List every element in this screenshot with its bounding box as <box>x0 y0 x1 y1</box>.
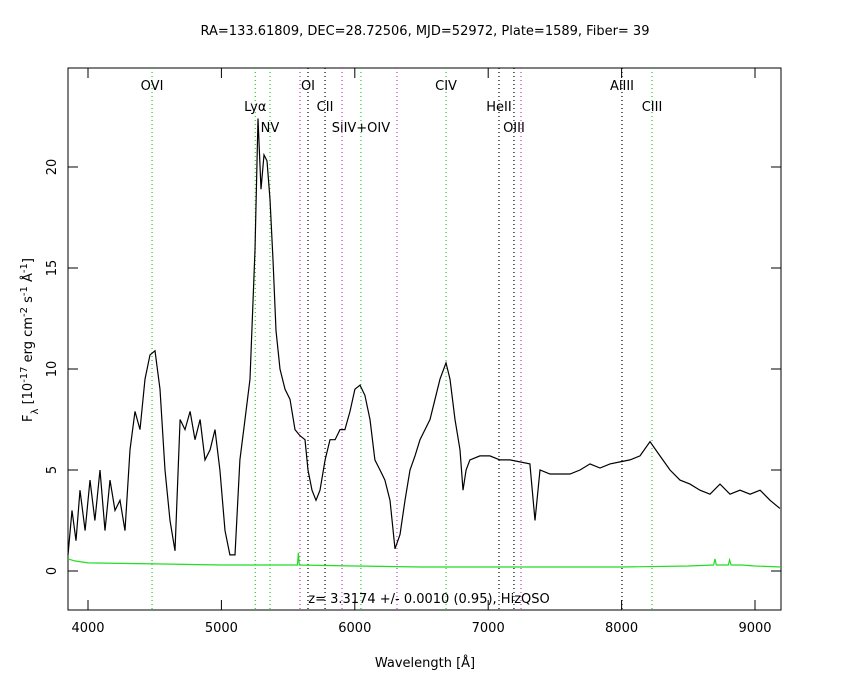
y-axis-label-part: λ <box>30 408 41 414</box>
y-tick-label: 10 <box>45 361 60 378</box>
y-axis-label-part: F <box>21 414 36 421</box>
x-tick-label: 7000 <box>472 621 505 636</box>
line-marker-label: OVI <box>141 79 164 94</box>
x-tick-label: 9000 <box>738 621 771 636</box>
line-marker-label: OIII <box>503 121 525 136</box>
x-tick-label: 4000 <box>71 621 104 636</box>
annotation: z= 3.3174 +/- 0.0010 (0.95), HizQSO <box>308 592 549 607</box>
x-tick-label: 6000 <box>338 621 371 636</box>
x-tick-label: 5000 <box>205 621 238 636</box>
line-marker-label: CIII <box>642 100 663 115</box>
line-marker-label: Lyα <box>244 100 266 115</box>
x-tick-label: 8000 <box>605 621 638 636</box>
y-axis-label-part: -1 <box>19 286 30 296</box>
plot-frame <box>67 67 782 611</box>
spectrum-line <box>67 552 782 568</box>
line-marker-label: CII <box>317 100 334 115</box>
y-axis-label-part: s <box>21 296 36 307</box>
y-tick-label: 5 <box>45 466 60 474</box>
y-axis-label: Fλ [10-17 erg cm-2 s-1 Å-1] <box>19 258 41 422</box>
line-marker-label: NV <box>261 121 280 136</box>
y-tick-label: 15 <box>45 260 60 277</box>
y-axis-label-part: [10 <box>21 383 36 409</box>
line-marker-label: HeII <box>486 100 511 115</box>
x-axis-label: Wavelength [Å] <box>375 655 475 671</box>
y-axis-label-part: -1 <box>19 263 30 273</box>
line-marker-label: CIV <box>435 79 457 94</box>
y-axis-label-part: Å <box>20 273 36 286</box>
y-axis-label-part: ] <box>21 258 36 263</box>
spectrum-line <box>67 118 781 556</box>
y-axis-label-part: -17 <box>19 366 30 382</box>
y-tick-label: 0 <box>45 567 60 575</box>
y-tick-label: 20 <box>45 159 60 176</box>
line-marker-label: OI <box>301 79 315 94</box>
line-marker-label: AlIII <box>610 79 634 94</box>
y-axis-label-part: -2 <box>19 307 30 317</box>
y-axis-label-part: erg cm <box>21 317 36 366</box>
chart-title: RA=133.61809, DEC=28.72506, MJD=52972, P… <box>201 24 650 39</box>
line-marker-label: SiIV+OIV <box>332 121 391 136</box>
